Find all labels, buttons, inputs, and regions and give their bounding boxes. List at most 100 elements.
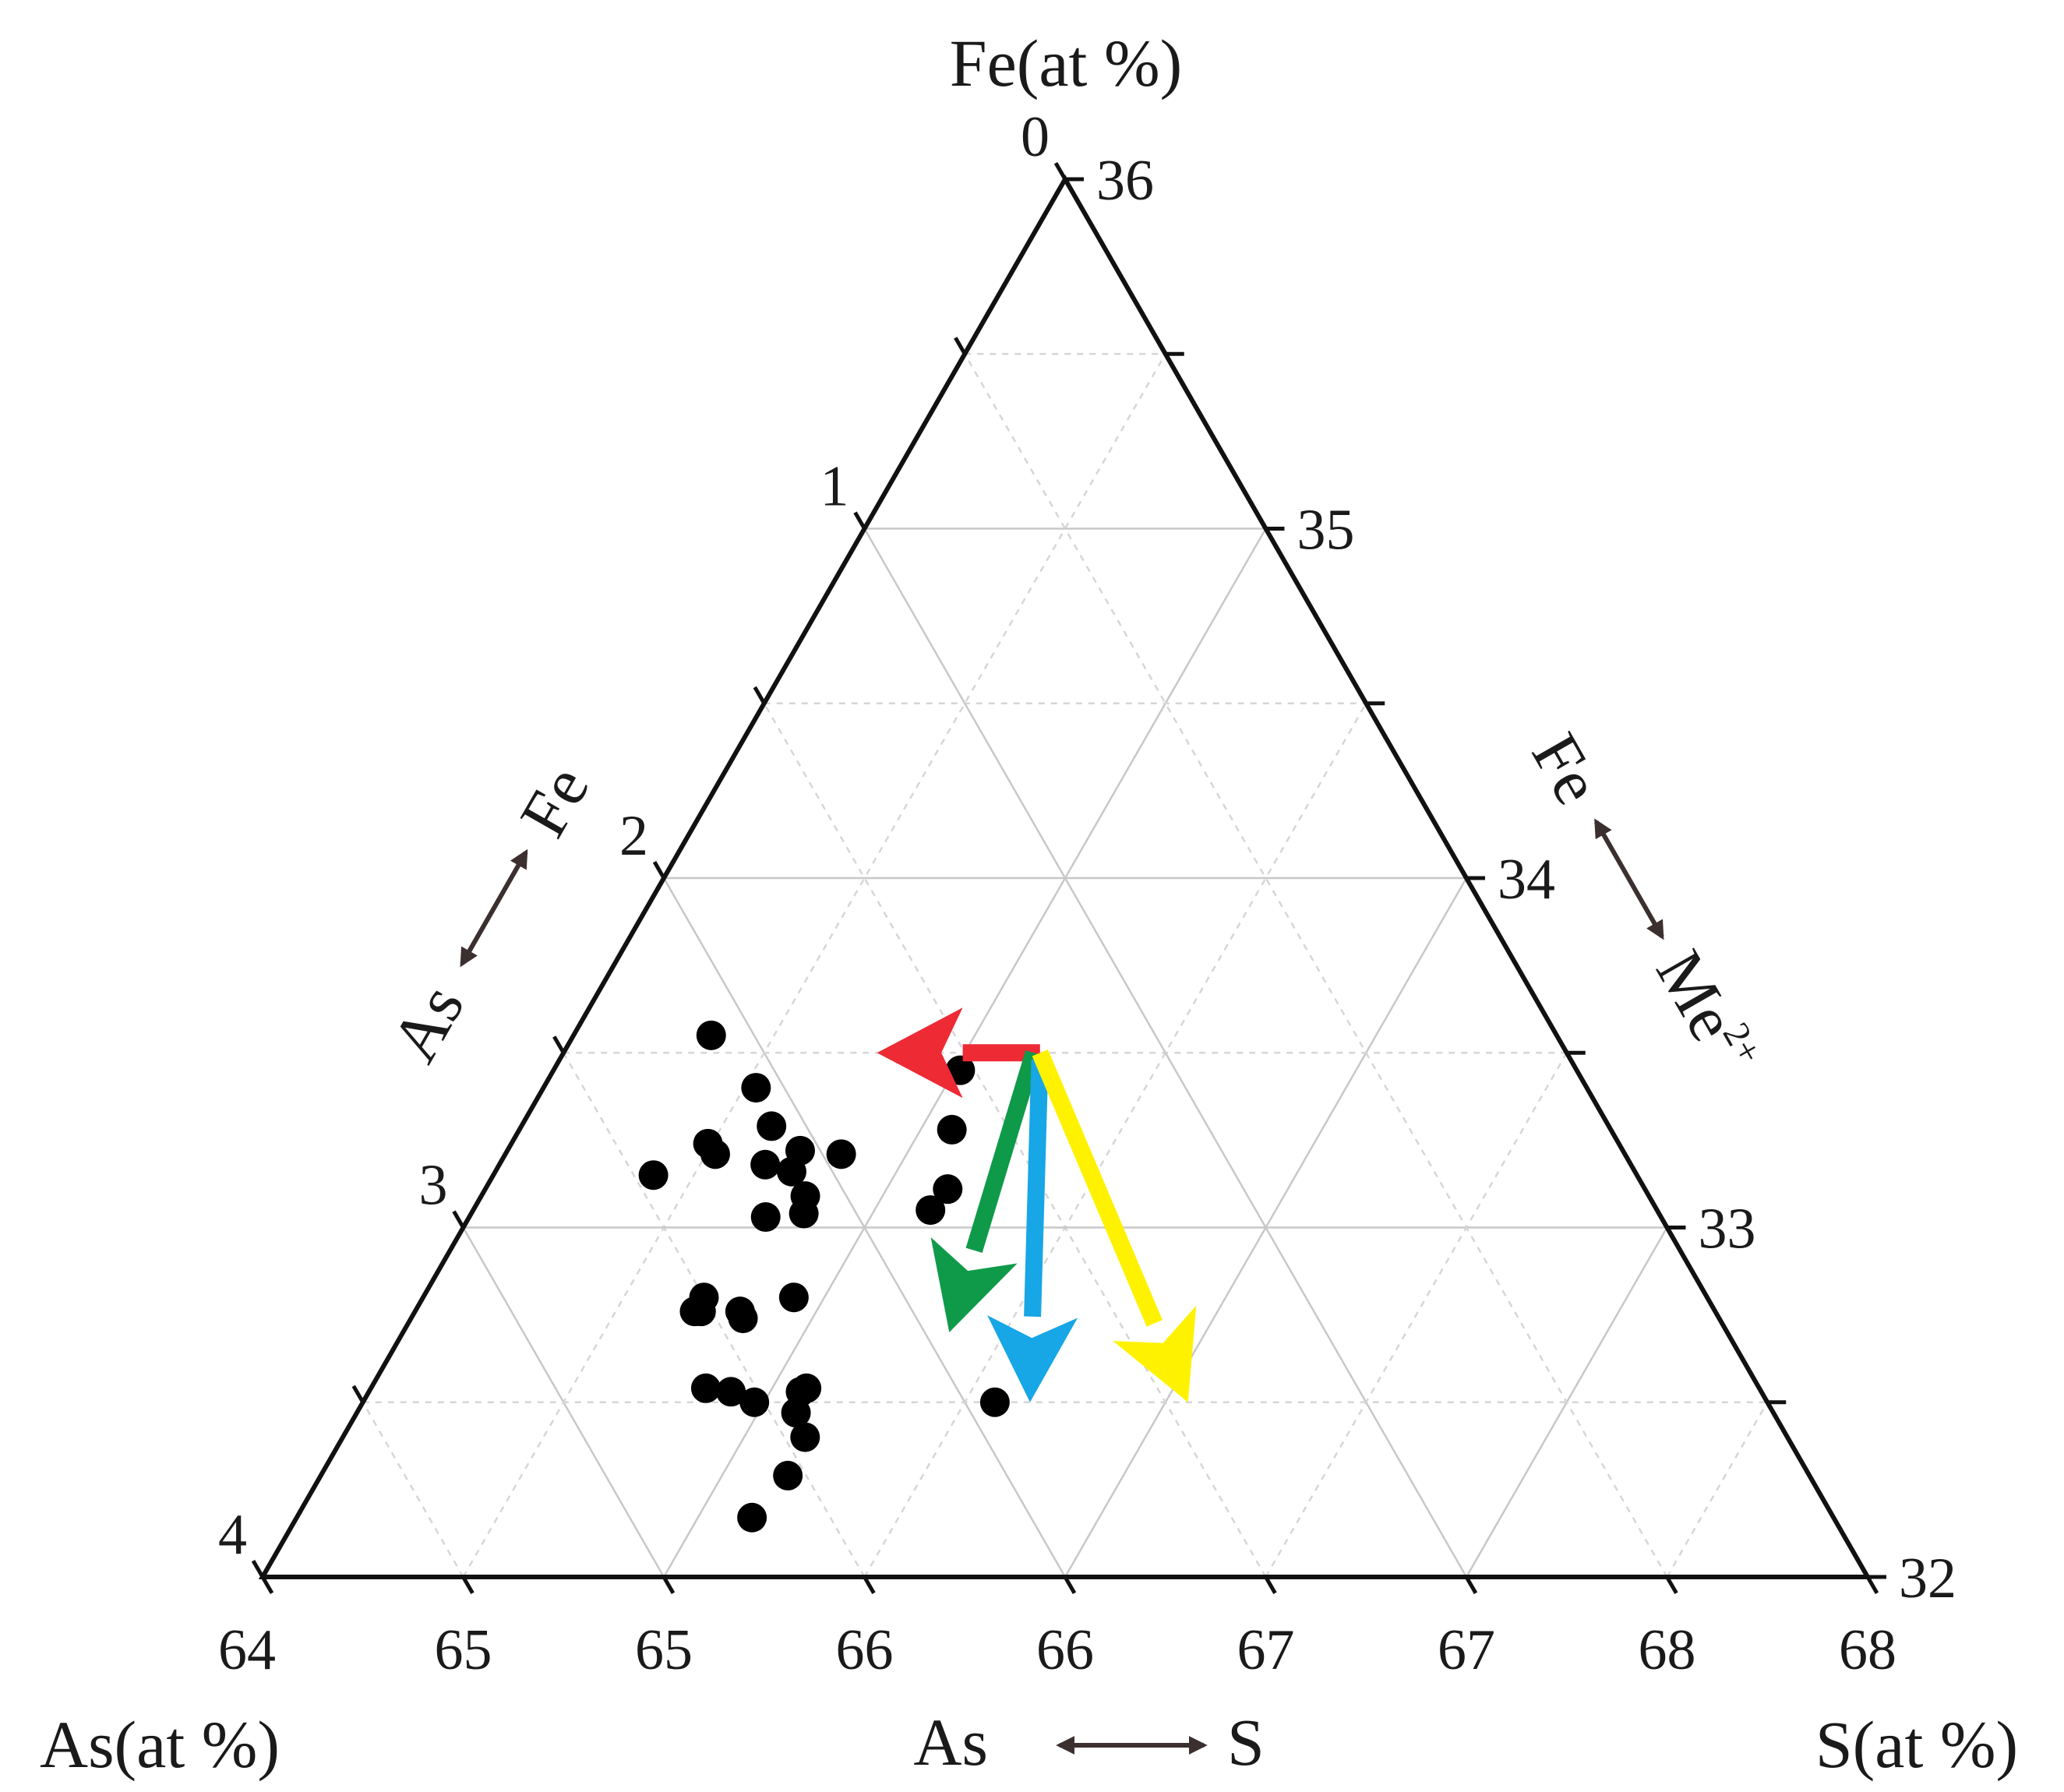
data-points	[638, 1020, 1010, 1533]
data-point	[741, 1073, 771, 1103]
bottom-tick	[1063, 1575, 1077, 1595]
data-point	[773, 1460, 803, 1490]
left-trend-fe-label: Fe	[505, 753, 603, 848]
arrow-head	[1113, 1305, 1197, 1402]
fe-axis-title: Fe(at %)	[950, 26, 1182, 101]
top-tick-label: 4	[218, 1503, 247, 1567]
grid-line	[362, 1402, 464, 1578]
bottom-tick	[260, 1575, 274, 1595]
data-point	[757, 1111, 787, 1141]
bottom-tick-label: 65	[635, 1618, 693, 1682]
left-tick	[452, 1210, 465, 1229]
bottom-tick-label: 67	[1438, 1618, 1495, 1682]
grid-line	[1265, 1052, 1568, 1578]
data-point	[826, 1139, 856, 1169]
data-point	[790, 1422, 820, 1452]
right-trend-fe-label: Fe	[1518, 721, 1616, 816]
top-tick-label: 3	[419, 1154, 448, 1218]
data-point	[638, 1160, 669, 1191]
data-point	[979, 1387, 1010, 1417]
bottom-tick-label: 66	[836, 1618, 894, 1682]
data-point	[937, 1114, 967, 1145]
data-point	[750, 1149, 781, 1180]
bottom-tick	[863, 1575, 876, 1595]
bottom-tick	[461, 1575, 475, 1595]
arrow-shaft	[962, 1044, 1040, 1062]
tick-marks	[251, 161, 1886, 1595]
right-tick-label: 35	[1297, 499, 1355, 563]
bottom-tick-label: 68	[1639, 1618, 1696, 1682]
bottom-tick	[1464, 1575, 1478, 1595]
data-point	[933, 1174, 963, 1205]
data-point	[781, 1398, 811, 1428]
arrow-shaft	[965, 1050, 1043, 1253]
as-axis-title: As(at %)	[40, 1707, 280, 1782]
data-point	[792, 1373, 822, 1403]
top-tick-label: 0	[1021, 105, 1050, 169]
left-tick	[1053, 161, 1067, 181]
grid-line	[964, 353, 1668, 1578]
left-tick	[853, 511, 866, 530]
data-point	[739, 1387, 770, 1417]
bottom-tick	[1264, 1575, 1277, 1595]
grid-line	[863, 703, 1367, 1578]
bottom-axis-tick-labels: 64 65 65 66 66 67 67 68 68	[218, 1618, 1896, 1682]
bottom-tick	[662, 1575, 676, 1595]
trend-arrow-blue	[987, 1059, 1078, 1402]
left-trend-as-label: As	[376, 972, 478, 1074]
data-point	[750, 1202, 781, 1233]
arrow-shaft	[1032, 1049, 1163, 1327]
right-tick-label: 36	[1096, 149, 1154, 213]
bottom-tick-label: 68	[1839, 1618, 1896, 1682]
left-tick	[251, 1559, 265, 1579]
left-tick	[954, 337, 967, 355]
right-tick-label: 32	[1899, 1547, 1956, 1610]
arrow-head	[930, 1236, 1018, 1333]
trend-arrow-green	[930, 1050, 1043, 1333]
data-point	[686, 1296, 716, 1327]
bottom-tick	[1865, 1575, 1879, 1595]
bottom-tick-label: 66	[1036, 1618, 1094, 1682]
trend-arrow-yellow	[1032, 1049, 1197, 1402]
bottom-tick-label: 67	[1237, 1618, 1295, 1682]
data-point	[737, 1502, 767, 1533]
right-axis-tick-labels: 36 35 34 33 32	[1096, 149, 1956, 1610]
grid-line	[462, 353, 1166, 1578]
s-axis-title: S(at %)	[1815, 1707, 2018, 1782]
top-tick-label: 2	[619, 804, 648, 868]
grid-line	[1666, 1402, 1769, 1578]
data-point	[916, 1195, 946, 1226]
top-tick-label: 1	[820, 455, 849, 519]
arrow-shaft	[1024, 1059, 1049, 1318]
bottom-trend-as-label: As	[913, 1705, 988, 1780]
data-point	[690, 1373, 721, 1403]
data-point	[716, 1377, 746, 1407]
bottom-tick	[1665, 1575, 1678, 1595]
left-tick	[552, 1035, 566, 1054]
arrow-head	[987, 1315, 1078, 1402]
bottom-tick-label: 65	[435, 1618, 492, 1682]
left-trend-indicator: As Fe	[376, 753, 603, 1074]
data-point	[778, 1282, 809, 1313]
right-trend-me-label: Me2+	[1642, 938, 1771, 1088]
left-tick	[753, 686, 766, 705]
right-tick-label: 34	[1498, 848, 1555, 912]
left-tick	[652, 860, 666, 880]
arrow-head	[877, 1007, 963, 1099]
bottom-trend-indicator: As S	[913, 1705, 1264, 1780]
data-point	[789, 1198, 819, 1229]
top-axis-tick-labels: 0 1 2 3 4	[218, 105, 1050, 1567]
bottom-tick-label: 64	[218, 1618, 276, 1682]
data-point	[776, 1156, 806, 1187]
data-point	[700, 1139, 730, 1169]
trend-arrow-red	[877, 1007, 1040, 1099]
left-trend-double-arrow	[460, 848, 528, 968]
right-trend-double-arrow	[1594, 818, 1664, 940]
bottom-trend-s-label: S	[1227, 1705, 1265, 1780]
trend-arrows	[877, 1007, 1197, 1402]
data-point	[696, 1020, 726, 1050]
right-tick-label: 33	[1699, 1198, 1756, 1261]
left-tick	[351, 1385, 365, 1404]
